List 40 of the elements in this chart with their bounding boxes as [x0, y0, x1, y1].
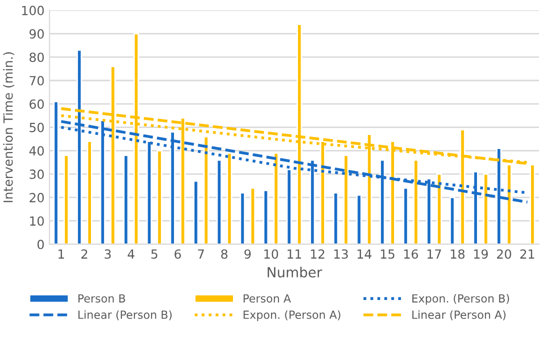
y-tick-label: 10: [30, 216, 44, 226]
x-tick-label: 15: [380, 249, 394, 259]
y-tick-label: 80: [30, 52, 44, 62]
x-tick-label: 18: [450, 249, 465, 259]
y-tick-label: 30: [30, 170, 44, 179]
x-tick-label: 2: [81, 249, 88, 259]
legend-label: Person A: [244, 294, 291, 303]
x-tick-label: 6: [174, 249, 181, 259]
y-axis-title: Intervention Time (min.): [3, 52, 14, 202]
y-tick-label: 0: [38, 240, 44, 250]
x-tick-label: 8: [221, 249, 228, 259]
x-tick-label: 13: [334, 249, 348, 259]
x-tick-label: 21: [520, 249, 534, 259]
y-tick-label: 100: [22, 6, 44, 16]
x-tick-label: 7: [198, 249, 204, 259]
legend-label: Expon. (Person B): [412, 294, 510, 305]
x-tick-label: 14: [358, 249, 372, 259]
y-tick-label: 90: [30, 29, 44, 39]
x-tick-label: 11: [288, 249, 302, 259]
legend-label: Linear (Person A): [412, 310, 506, 320]
x-tick-label: 4: [128, 249, 134, 259]
x-tick-label: 17: [428, 249, 441, 259]
x-tick-label: 9: [244, 249, 251, 259]
x-tick-label: 12: [310, 249, 324, 259]
x-tick-label: 19: [474, 249, 488, 259]
y-tick-label: 70: [30, 76, 44, 86]
x-tick-label: 10: [264, 249, 278, 259]
y-tick-label: 20: [30, 192, 44, 202]
x-tick-label: 5: [151, 249, 158, 259]
x-tick-label: 1: [58, 249, 64, 259]
x-tick-label: 20: [497, 249, 512, 259]
legend-label: Person B: [78, 294, 126, 303]
legend-label: Linear (Person B): [78, 310, 172, 320]
x-tick-label: 3: [104, 249, 111, 259]
y-tick-label: 40: [29, 146, 44, 156]
y-tick-label: 50: [30, 122, 44, 132]
x-tick-label: 16: [404, 249, 418, 259]
legend-label: Expon. (Person A): [244, 310, 340, 322]
x-axis-title: Number: [268, 266, 322, 278]
y-tick-label: 60: [30, 99, 44, 109]
